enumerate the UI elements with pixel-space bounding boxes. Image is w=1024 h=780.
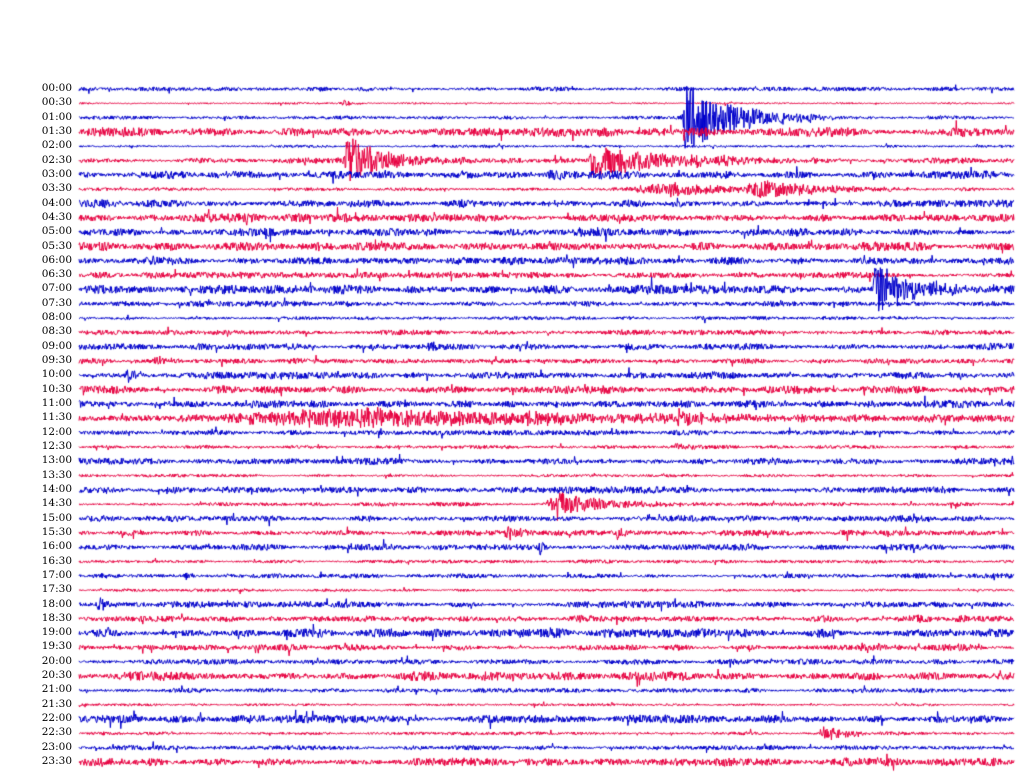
time-label: 08:30 bbox=[41, 325, 72, 338]
time-label: 02:00 bbox=[41, 139, 72, 152]
time-label: 22:30 bbox=[41, 726, 72, 739]
time-label: 00:00 bbox=[41, 82, 72, 94]
time-label: 23:30 bbox=[41, 755, 72, 768]
time-label: 10:30 bbox=[41, 382, 72, 395]
time-label: 19:00 bbox=[41, 626, 72, 639]
time-label: 20:30 bbox=[41, 669, 72, 682]
time-label: 11:30 bbox=[41, 411, 72, 424]
time-label: 03:00 bbox=[41, 167, 72, 180]
time-label: 17:30 bbox=[41, 583, 72, 596]
time-label: 09:30 bbox=[41, 354, 72, 367]
time-label: 15:00 bbox=[41, 511, 72, 524]
time-label: 12:00 bbox=[41, 425, 72, 438]
time-label: 01:00 bbox=[41, 110, 72, 123]
time-label: 06:30 bbox=[41, 268, 72, 281]
time-label: 10:00 bbox=[41, 368, 72, 381]
time-label: 11:00 bbox=[41, 397, 72, 410]
time-label: 09:00 bbox=[41, 339, 72, 352]
time-label: 04:00 bbox=[41, 196, 72, 209]
time-label: 18:30 bbox=[41, 611, 72, 624]
time-label: 04:30 bbox=[41, 210, 72, 223]
time-label: 05:30 bbox=[41, 239, 72, 252]
time-label: 13:30 bbox=[41, 468, 72, 481]
time-label: 06:00 bbox=[41, 253, 72, 266]
time-label: 18:00 bbox=[41, 597, 72, 610]
time-label: 16:30 bbox=[41, 554, 72, 567]
time-label: 17:00 bbox=[41, 568, 72, 581]
time-label: 22:00 bbox=[41, 712, 72, 725]
time-label: 21:00 bbox=[41, 683, 72, 696]
time-label: 16:00 bbox=[41, 540, 72, 553]
time-label: 12:30 bbox=[41, 440, 72, 452]
time-label: 01:30 bbox=[41, 124, 72, 137]
time-label: 20:00 bbox=[41, 654, 72, 667]
time-label: 08:00 bbox=[41, 311, 72, 324]
time-label: 02:30 bbox=[41, 153, 72, 166]
time-label: 05:00 bbox=[41, 225, 72, 238]
time-label: 07:30 bbox=[41, 296, 72, 309]
time-label: 23:00 bbox=[41, 740, 72, 753]
time-label: 21:30 bbox=[41, 697, 72, 710]
time-label: 14:30 bbox=[41, 497, 72, 510]
time-label: 14:00 bbox=[41, 482, 72, 495]
time-label: 15:30 bbox=[41, 525, 72, 538]
time-label: 19:30 bbox=[41, 640, 72, 653]
time-label: 00:30 bbox=[41, 96, 72, 109]
time-label: 13:00 bbox=[41, 454, 72, 467]
time-label: 07:00 bbox=[41, 282, 72, 295]
time-label: 03:30 bbox=[41, 182, 72, 195]
